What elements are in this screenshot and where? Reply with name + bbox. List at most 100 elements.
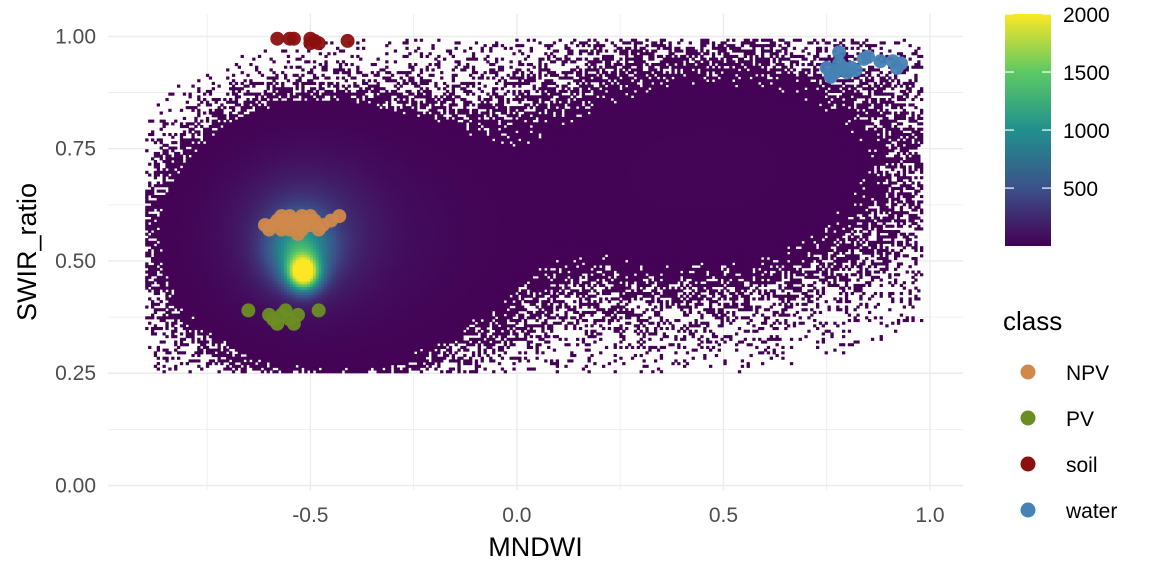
- heatmap-bin: [183, 254, 186, 257]
- heatmap-bin: [145, 233, 148, 236]
- heatmap-bin: [293, 174, 296, 177]
- heatmap-bin: [252, 241, 255, 244]
- heatmap-bin: [284, 200, 287, 203]
- heatmap-bin: [296, 252, 299, 255]
- heatmap-bin: [220, 235, 223, 238]
- heatmap-bin: [229, 281, 232, 284]
- heatmap-bin: [270, 262, 273, 265]
- heatmap-bin: [183, 163, 186, 166]
- heatmap-bin: [197, 306, 200, 309]
- heatmap-bin: [203, 168, 206, 171]
- heatmap-bin: [218, 235, 221, 238]
- heatmap-bin: [215, 238, 218, 241]
- heatmap-bin: [252, 149, 255, 152]
- heatmap-bin: [301, 187, 304, 190]
- heatmap-bin: [249, 287, 252, 290]
- heatmap-bin: [220, 359, 223, 362]
- heatmap-bin: [298, 174, 301, 177]
- heatmap-bin: [304, 174, 307, 177]
- heatmap-bin: [145, 192, 148, 195]
- heatmap-bin: [200, 249, 203, 252]
- heatmap-bin: [235, 190, 238, 193]
- heatmap-bin: [304, 128, 307, 131]
- heatmap-bin: [220, 273, 223, 276]
- heatmap-bin: [287, 346, 290, 349]
- heatmap-bin: [154, 214, 157, 217]
- heatmap-bin: [264, 265, 267, 268]
- heatmap-bin: [304, 165, 307, 168]
- heatmap-bin: [298, 200, 301, 203]
- heatmap-bin: [206, 141, 209, 144]
- heatmap-bin: [200, 198, 203, 201]
- heatmap-bin: [180, 332, 183, 335]
- heatmap-bin: [246, 155, 249, 158]
- heatmap-bin: [272, 284, 275, 287]
- heatmap-bin: [189, 300, 192, 303]
- heatmap-bin: [278, 268, 281, 271]
- heatmap-bin: [241, 141, 244, 144]
- heatmap-bin: [241, 260, 244, 263]
- heatmap-bin: [287, 368, 290, 371]
- heatmap-bin: [287, 254, 290, 257]
- heatmap-bin: [197, 268, 200, 271]
- heatmap-bin: [212, 254, 215, 257]
- heatmap-bin: [209, 303, 212, 306]
- heatmap-bin: [246, 74, 249, 77]
- heatmap-bin: [160, 281, 163, 284]
- heatmap-bin: [220, 279, 223, 282]
- heatmap-bin: [284, 332, 287, 335]
- heatmap-bin: [229, 233, 232, 236]
- heatmap-bin: [177, 176, 180, 179]
- heatmap-bin: [218, 206, 221, 209]
- heatmap-bin: [307, 163, 310, 166]
- heatmap-bin: [177, 168, 180, 171]
- heatmap-bin: [304, 168, 307, 171]
- heatmap-bin: [226, 262, 229, 265]
- heatmap-bin: [191, 341, 194, 344]
- heatmap-bin: [194, 289, 197, 292]
- heatmap-bin: [197, 79, 200, 82]
- heatmap-bin: [238, 284, 241, 287]
- heatmap-bin: [226, 149, 229, 152]
- heatmap-bin: [165, 211, 168, 214]
- heatmap-bin: [241, 55, 244, 58]
- heatmap-bin: [296, 171, 299, 174]
- heatmap-bin: [258, 195, 261, 198]
- heatmap-bin: [191, 254, 194, 257]
- heatmap-bin: [168, 314, 171, 317]
- heatmap-bin: [244, 101, 247, 104]
- heatmap-bin: [232, 203, 235, 206]
- heatmap-bin: [255, 155, 258, 158]
- heatmap-bin: [244, 163, 247, 166]
- heatmap-bin: [186, 190, 189, 193]
- heatmap-bin: [267, 295, 270, 298]
- heatmap-bin: [218, 211, 221, 214]
- heatmap-bin: [293, 136, 296, 139]
- heatmap-bin: [252, 174, 255, 177]
- heatmap-bin: [203, 287, 206, 290]
- heatmap-bin: [246, 128, 249, 131]
- heatmap-bin: [229, 300, 232, 303]
- heatmap-bin: [183, 306, 186, 309]
- heatmap-bin: [226, 68, 229, 71]
- heatmap-bin: [264, 187, 267, 190]
- heatmap-bin: [252, 130, 255, 133]
- heatmap-bin: [235, 219, 238, 222]
- heatmap-bin: [160, 327, 163, 330]
- heatmap-bin: [275, 187, 278, 190]
- heatmap-bin: [189, 203, 192, 206]
- heatmap-bin: [206, 165, 209, 168]
- heatmap-bin: [255, 351, 258, 354]
- heatmap-bin: [145, 222, 148, 225]
- heatmap-bin: [287, 157, 290, 160]
- heatmap-bin: [174, 295, 177, 298]
- heatmap-bin: [154, 287, 157, 290]
- heatmap-bin: [238, 141, 241, 144]
- heatmap-bin: [278, 271, 281, 274]
- heatmap-bin: [307, 268, 310, 271]
- heatmap-bin: [246, 260, 249, 263]
- heatmap-bin: [275, 147, 278, 150]
- heatmap-bin: [290, 292, 293, 295]
- heatmap-bin: [226, 289, 229, 292]
- heatmap-bin: [293, 74, 296, 77]
